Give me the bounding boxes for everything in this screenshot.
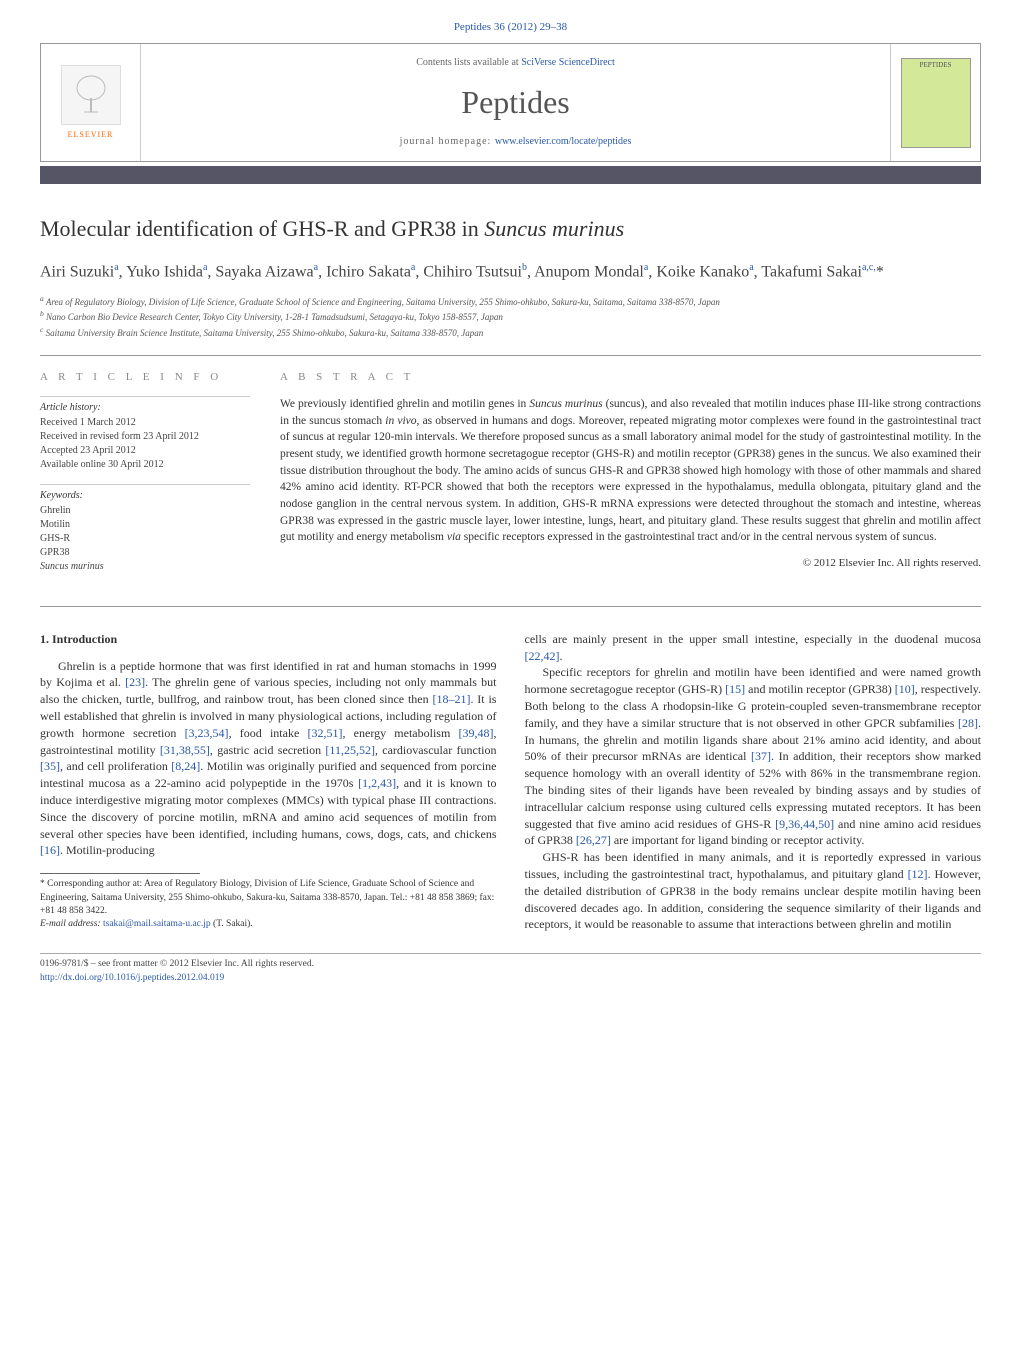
homepage-line: journal homepage: www.elsevier.com/locat… bbox=[153, 135, 878, 149]
article-info: a r t i c l e i n f o Article history: R… bbox=[40, 356, 250, 585]
abstract-text: We previously identified ghrelin and mot… bbox=[280, 396, 981, 546]
body-paragraph: Specific receptors for ghrelin and motil… bbox=[525, 664, 982, 849]
divider-bar bbox=[40, 166, 981, 184]
cover-image: PEPTIDES bbox=[901, 58, 971, 148]
affiliation-line: b Nano Carbon Bio Device Research Center… bbox=[40, 309, 981, 324]
corresponding-author-footnote: * Corresponding author at: Area of Regul… bbox=[40, 878, 497, 931]
title-text: Molecular identification of GHS-R and GP… bbox=[40, 216, 484, 241]
history-line: Received in revised form 23 April 2012 bbox=[40, 430, 250, 444]
elsevier-text: ELSEVIER bbox=[68, 129, 114, 140]
history-line: Received 1 March 2012 bbox=[40, 416, 250, 430]
keyword: Motilin bbox=[40, 518, 250, 532]
keyword: Suncus murinus bbox=[40, 560, 250, 574]
journal-title: Peptides bbox=[153, 80, 878, 125]
footnote-email-suffix: (T. Sakai). bbox=[211, 919, 253, 929]
footnote-email-label: E-mail address: bbox=[40, 919, 101, 929]
title-species: Suncus murinus bbox=[484, 216, 624, 241]
history-heading: Article history: bbox=[40, 401, 250, 415]
footnote-corr: * Corresponding author at: Area of Regul… bbox=[40, 878, 497, 918]
cover-thumbnail: PEPTIDES bbox=[890, 44, 980, 161]
body-paragraph: Ghrelin is a peptide hormone that was fi… bbox=[40, 658, 497, 860]
contents-prefix: Contents lists available at bbox=[416, 57, 521, 68]
abstract-heading: a b s t r a c t bbox=[280, 370, 981, 385]
keyword: GHS-R bbox=[40, 532, 250, 546]
abstract: a b s t r a c t We previously identified… bbox=[280, 356, 981, 585]
sciencedirect-link[interactable]: SciVerse ScienceDirect bbox=[521, 57, 615, 68]
history-line: Accepted 23 April 2012 bbox=[40, 444, 250, 458]
body-text: 1. Introduction Ghrelin is a peptide hor… bbox=[40, 631, 981, 933]
contents-available: Contents lists available at SciVerse Sci… bbox=[153, 56, 878, 70]
elsevier-logo: ELSEVIER bbox=[41, 44, 141, 161]
keyword: Ghrelin bbox=[40, 504, 250, 518]
affiliations: a Area of Regulatory Biology, Division o… bbox=[40, 294, 981, 340]
header-center: Contents lists available at SciVerse Sci… bbox=[141, 44, 890, 161]
elsevier-tree-icon bbox=[61, 65, 121, 125]
footnote-email-link[interactable]: tsakai@mail.saitama-u.ac.jp bbox=[103, 919, 211, 929]
body-paragraph: cells are mainly present in the upper sm… bbox=[525, 631, 982, 665]
homepage-prefix: journal homepage: bbox=[400, 136, 495, 147]
affiliation-line: c Saitama University Brain Science Insti… bbox=[40, 325, 981, 340]
footnote-separator bbox=[40, 873, 200, 874]
footer-doi-link[interactable]: http://dx.doi.org/10.1016/j.peptides.201… bbox=[40, 973, 224, 983]
rule bbox=[40, 606, 981, 607]
article-info-heading: a r t i c l e i n f o bbox=[40, 370, 250, 385]
author-list: Airi Suzukia, Yuko Ishidaa, Sayaka Aizaw… bbox=[40, 261, 981, 284]
journal-reference: Peptides 36 (2012) 29–38 bbox=[40, 20, 981, 35]
homepage-link[interactable]: www.elsevier.com/locate/peptides bbox=[495, 136, 632, 147]
journal-header: ELSEVIER Contents lists available at Sci… bbox=[40, 43, 981, 162]
article-title: Molecular identification of GHS-R and GP… bbox=[40, 214, 981, 245]
body-paragraph: GHS-R has been identified in many animal… bbox=[525, 849, 982, 933]
affiliation-line: a Area of Regulatory Biology, Division o… bbox=[40, 294, 981, 309]
abstract-copyright: © 2012 Elsevier Inc. All rights reserved… bbox=[280, 556, 981, 571]
page-footer: 0196-9781/$ – see front matter © 2012 El… bbox=[40, 953, 981, 985]
footer-copyright: 0196-9781/$ – see front matter © 2012 El… bbox=[40, 958, 314, 971]
keyword: GPR38 bbox=[40, 546, 250, 560]
section-1-heading: 1. Introduction bbox=[40, 631, 497, 648]
history-line: Available online 30 April 2012 bbox=[40, 458, 250, 472]
keywords-heading: Keywords: bbox=[40, 489, 250, 503]
